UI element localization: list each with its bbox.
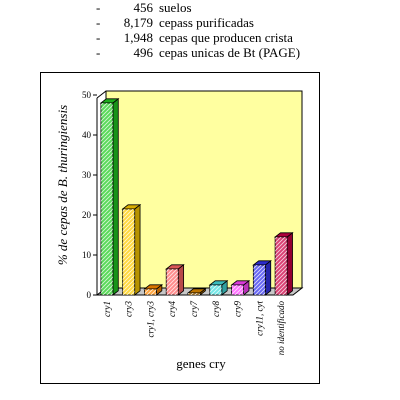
bar <box>121 203 142 296</box>
bar-side <box>112 97 119 296</box>
stat-value: 496 <box>133 45 154 60</box>
y-tick-label: 10 <box>82 250 92 260</box>
x-tick-label: cry1 <box>102 301 112 317</box>
x-axis-label: genes cry <box>176 356 226 371</box>
x-tick-label: cry1, cry3 <box>145 301 155 338</box>
stat-description: cepass purificadas <box>159 15 254 30</box>
stat-value: 8,179 <box>123 15 153 30</box>
bar <box>273 231 294 296</box>
y-tick-label: 30 <box>82 170 92 180</box>
bar-hatch <box>231 285 244 295</box>
bar-hatch <box>275 237 288 295</box>
bar <box>143 283 164 296</box>
bar-side <box>177 263 185 296</box>
y-axis-label: % de cepas de B. thuringiensis <box>55 105 70 265</box>
bars-group <box>99 97 294 296</box>
chart-frame: 0 10 20 30 40 50 cry1 cry3 cry1, cry3 cry4 cry7 cr… <box>40 72 320 384</box>
bar <box>230 279 251 296</box>
stat-description: cepas unicas de Bt (PAGE) <box>159 45 301 60</box>
x-tick-label: cry4 <box>167 301 177 317</box>
stat-bullet: - <box>96 0 101 15</box>
y-tick-label: 40 <box>82 130 92 140</box>
bar-hatch <box>100 103 113 295</box>
x-tick-label: cry11, cyt <box>254 301 264 336</box>
stat-value: 1,948 <box>123 30 153 45</box>
bar-hatch <box>188 293 200 295</box>
bar-hatch <box>122 209 135 295</box>
x-tick-label: cry8 <box>211 301 221 317</box>
bar-hatch <box>166 269 179 295</box>
bar-hatch <box>253 265 266 295</box>
x-tick-label: no identificado <box>276 301 286 356</box>
stat-description: suelos <box>159 0 192 15</box>
stat-description: cepas que producen crista <box>159 30 293 45</box>
x-tick-labels: cry1 cry3 cry1, cry3 cry4 cry7 cry8 cry9 cry11,… <box>102 301 286 356</box>
y-tick-label: 0 <box>87 290 92 300</box>
bar-hatch <box>144 289 157 295</box>
bar-side <box>264 259 272 296</box>
bar-hatch <box>209 285 222 295</box>
bar <box>99 97 120 296</box>
y-axis-depth-line <box>96 90 107 99</box>
bar <box>252 259 272 296</box>
bar <box>165 263 185 296</box>
bar-side <box>286 231 293 296</box>
bar-side <box>134 203 141 296</box>
bar <box>186 287 207 296</box>
x-tick-label: cry3 <box>124 301 134 317</box>
stat-bullet: - <box>96 15 101 30</box>
y-tick-label: 50 <box>82 90 92 100</box>
stat-bullet: - <box>96 45 101 60</box>
stat-bullet: - <box>96 30 101 45</box>
bar <box>208 279 229 296</box>
y-tick-label: 20 <box>82 210 92 220</box>
stat-value: 456 <box>133 0 154 15</box>
x-tick-label: cry7 <box>189 301 199 317</box>
x-tick-label: cry9 <box>233 301 243 317</box>
